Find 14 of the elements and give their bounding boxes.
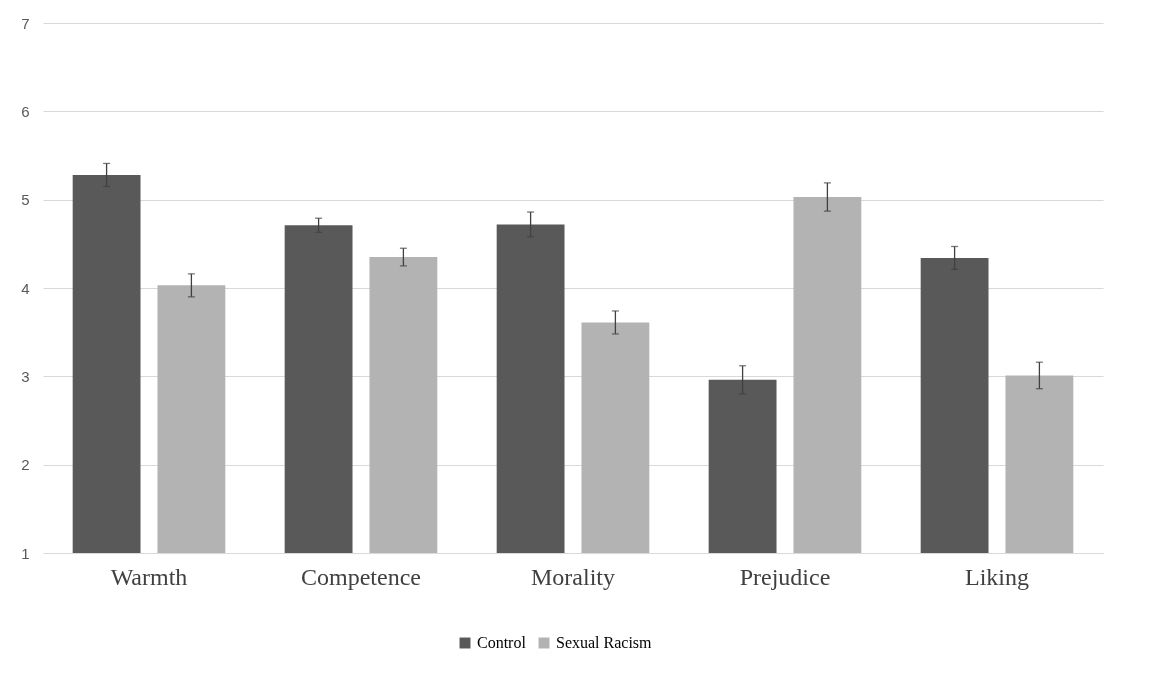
x-tick-label: Competence <box>301 563 421 590</box>
y-tick-label: 2 <box>21 456 30 474</box>
legend-label: Sexual Racism <box>556 634 653 651</box>
legend-label: Control <box>477 634 527 651</box>
y-tick-label: 7 <box>21 14 30 32</box>
x-tick-label: Prejudice <box>739 563 831 590</box>
y-tick-label: 1 <box>21 544 30 562</box>
x-tick-label: Morality <box>531 563 615 590</box>
x-tick-label: Liking <box>965 563 1029 590</box>
y-tick-label: 6 <box>21 102 30 120</box>
x-tick-label: Warmth <box>110 563 188 590</box>
y-tick-label: 4 <box>21 279 30 297</box>
y-tick-label: 5 <box>21 191 30 209</box>
y-tick-label: 3 <box>21 367 30 385</box>
